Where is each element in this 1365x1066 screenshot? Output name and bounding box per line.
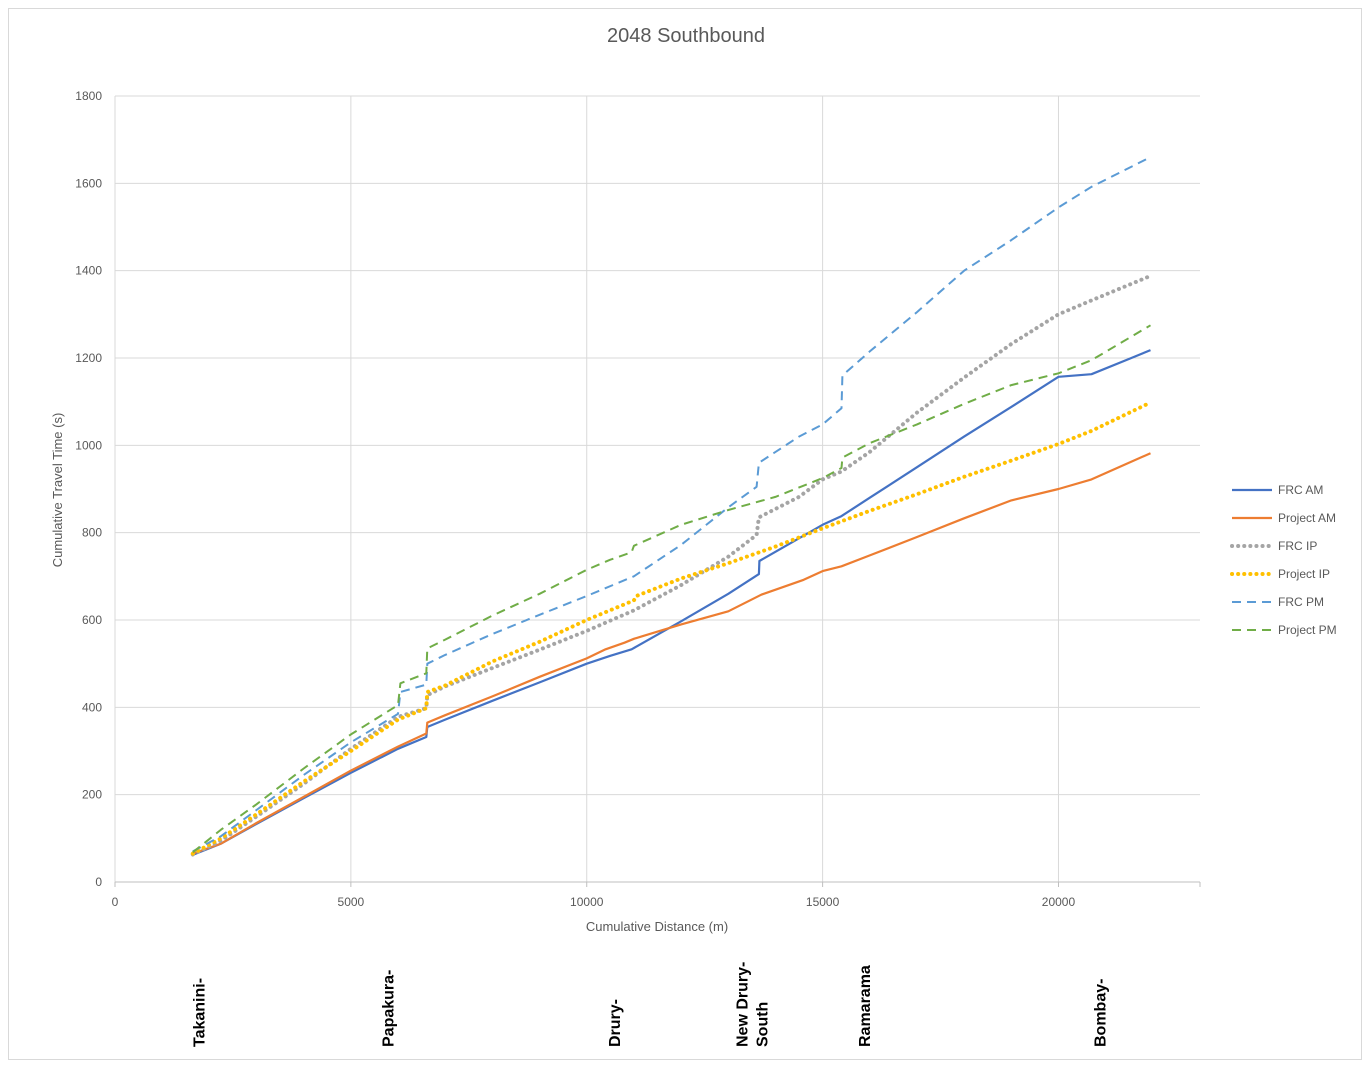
series-lines (190, 156, 1153, 857)
location-label-text: Drury- (607, 999, 624, 1047)
series-line-2 (192, 452, 1151, 855)
location-label-line: South (755, 1002, 772, 1047)
legend-label: Project AM (1278, 511, 1336, 525)
series-line-1 (192, 349, 1151, 856)
location-label: New Drury- South (735, 962, 772, 1047)
location-label-line: New Drury- (735, 962, 752, 1047)
location-label-text: Ramarama (857, 965, 874, 1047)
location-label: Drury- (607, 999, 624, 1047)
location-label: Ramarama (857, 965, 874, 1047)
location-label-text: Takanini- (192, 978, 209, 1047)
y-tick-label: 400 (82, 700, 102, 714)
y-tick-label: 1400 (75, 264, 102, 278)
location-label-text: New Drury- South (735, 962, 772, 1047)
x-tick-label: 0 (112, 895, 119, 909)
y-tick-label: 1000 (75, 438, 102, 452)
location-label: Takanini- (192, 978, 209, 1047)
grid (114, 95, 1200, 882)
legend-label: Project PM (1278, 623, 1337, 637)
x-axis-label: Cumulative Distance (m) (586, 919, 728, 934)
y-tick-label: 600 (82, 613, 102, 627)
x-tick-label: 15000 (806, 895, 840, 909)
series-line-4 (190, 400, 1153, 856)
legend-label: FRC AM (1278, 483, 1323, 497)
x-tick-label: 10000 (570, 895, 604, 909)
legend-label: FRC PM (1278, 595, 1324, 609)
x-tick-label: 20000 (1042, 895, 1076, 909)
location-label: Papakura- (380, 970, 397, 1047)
location-label: Bombay- (1093, 979, 1110, 1047)
y-tick-label: 1800 (75, 89, 102, 103)
legend-label: FRC IP (1278, 539, 1317, 553)
y-tick-label: 1600 (75, 176, 102, 190)
series-line-5 (192, 156, 1151, 853)
location-label-text: Papakura- (380, 970, 397, 1047)
x-tick-label: 5000 (338, 895, 365, 909)
y-tick-label: 0 (95, 875, 102, 889)
y-axis-label: Cumulative Travel Time (s) (50, 413, 65, 568)
chart-title: 2048 Southbound (607, 25, 765, 47)
y-tick-label: 1200 (75, 351, 102, 365)
legend-label: Project IP (1278, 567, 1330, 581)
y-tick-label: 800 (82, 526, 102, 540)
axes: 0 200 400 600 800 1000 1200 1400 1600 1800 0 5000 10… (75, 89, 1201, 909)
location-labels: Takanini- Papakura- Drury- New Drury- South R… (192, 962, 1110, 1047)
location-label-text: Bombay- (1093, 979, 1110, 1047)
y-tick-label: 200 (82, 788, 102, 802)
legend: FRC AM Project AM FRC IP Project IP FRC PM Pr… (1230, 483, 1337, 637)
series-line-6 (192, 324, 1152, 854)
series-line-3 (190, 273, 1153, 857)
